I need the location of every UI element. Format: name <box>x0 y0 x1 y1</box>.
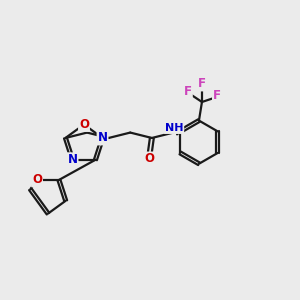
Text: N: N <box>68 153 77 166</box>
Text: F: F <box>184 85 192 98</box>
Text: NH: NH <box>165 123 183 133</box>
Text: N: N <box>98 131 107 145</box>
Text: F: F <box>213 88 221 102</box>
Text: F: F <box>198 77 206 91</box>
Text: O: O <box>79 118 89 131</box>
Text: O: O <box>32 173 42 187</box>
Text: O: O <box>145 152 154 166</box>
